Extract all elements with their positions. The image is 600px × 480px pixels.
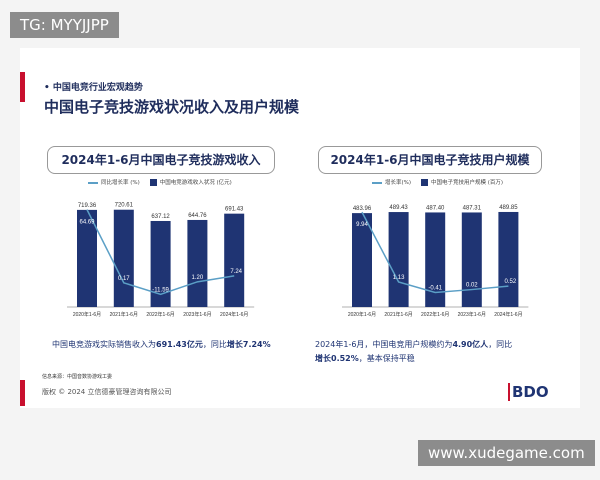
bar-value-label: 637.12: [151, 214, 170, 220]
bar: [150, 220, 171, 307]
source-note: 信息来源：中国音数协游戏工委: [42, 374, 113, 380]
bar-value-label: 489.85: [499, 205, 518, 211]
legend-item-bar: 中国电竞游戏收入状况 (亿元): [149, 178, 232, 186]
bar: [224, 213, 245, 307]
bar-value-label: 719.36: [78, 203, 97, 209]
bar: [187, 219, 208, 307]
page-title: 中国电子竞技游戏状况收入及用户规模: [44, 98, 300, 116]
line-value-label: 0.17: [118, 276, 130, 282]
bar-value-label: 691.43: [225, 207, 244, 213]
line-value-label: 1.20: [192, 275, 204, 281]
bar-value-label: 483.96: [353, 206, 372, 212]
line-value-label: 9.94: [356, 222, 368, 228]
legend-item-line: 增长率(%): [372, 178, 411, 186]
bar: [77, 209, 97, 307]
growth-line: [86, 209, 235, 296]
bar-value-label: 720.61: [115, 203, 134, 209]
x-tick-label: 2022年1-6月: [146, 311, 174, 318]
chart-title-users: 2024年1-6月中国电子竞技用户规模: [318, 146, 542, 174]
x-tick-label: 2024年1-6月: [220, 311, 248, 318]
legend-users: 增长率(%) 中国电子竞技用户规模 (百万): [372, 178, 503, 186]
x-tick-label: 2024年1-6月: [494, 311, 522, 318]
bar: [388, 212, 409, 307]
line-value-label: 64.69: [79, 220, 95, 226]
bar: [113, 209, 134, 307]
line-value-label: -0.41: [428, 285, 442, 291]
bar-value-label: 644.76: [188, 213, 207, 219]
line-value-label: -11.59: [152, 287, 169, 293]
x-tick-label: 2021年1-6月: [110, 311, 138, 318]
bdo-logo: BDO: [508, 383, 549, 401]
bar: [425, 212, 446, 307]
section-label: • 中国电竞行业宏观趋势: [44, 83, 143, 93]
x-tick-label: 2022年1-6月: [421, 311, 449, 318]
bar-value-label: 487.31: [463, 205, 482, 211]
x-tick-label: 2023年1-6月: [458, 311, 486, 318]
watermark-top: TG: MYYJJPP: [10, 12, 119, 38]
legend-revenue: 同比增长率 (%) 中国电竞游戏收入状况 (亿元): [88, 178, 232, 186]
legend-item-bar: 中国电子竞技用户规模 (百万): [421, 178, 503, 186]
watermark-bottom: www.xudegame.com: [418, 440, 595, 466]
accent-bar: [20, 72, 25, 102]
bar-value-label: 489.43: [389, 205, 408, 211]
line-value-label: 0.02: [466, 283, 478, 289]
bar: [498, 211, 519, 307]
x-tick-label: 2020年1-6月: [73, 311, 101, 318]
x-tick-label: 2020年1-6月: [348, 311, 376, 318]
growth-line: [361, 211, 509, 294]
bar: [352, 213, 372, 307]
line-value-label: 1.13: [393, 275, 405, 281]
slide: [20, 48, 580, 408]
line-value-label: 7.24: [230, 269, 242, 275]
x-tick-label: 2021年1-6月: [384, 311, 412, 318]
note-users: 2024年1-6月，中国电竞用户规模约为4.90亿人，同比 增长0.52%，基本保…: [315, 340, 513, 363]
bar-value-label: 487.40: [426, 205, 445, 211]
note-revenue: 中国电竞游戏实际销售收入为691.43亿元，同比增长7.24%: [52, 340, 271, 349]
line-value-label: 0.52: [505, 279, 517, 285]
accent-bar-bottom: [20, 380, 25, 406]
bar: [461, 212, 482, 307]
chart-title-revenue: 2024年1-6月中国电子竞技游戏收入: [47, 146, 275, 174]
copyright: 版权 © 2024 立信德豪管理咨询有限公司: [42, 388, 172, 396]
x-tick-label: 2023年1-6月: [183, 311, 211, 318]
legend-item-line: 同比增长率 (%): [88, 178, 140, 186]
